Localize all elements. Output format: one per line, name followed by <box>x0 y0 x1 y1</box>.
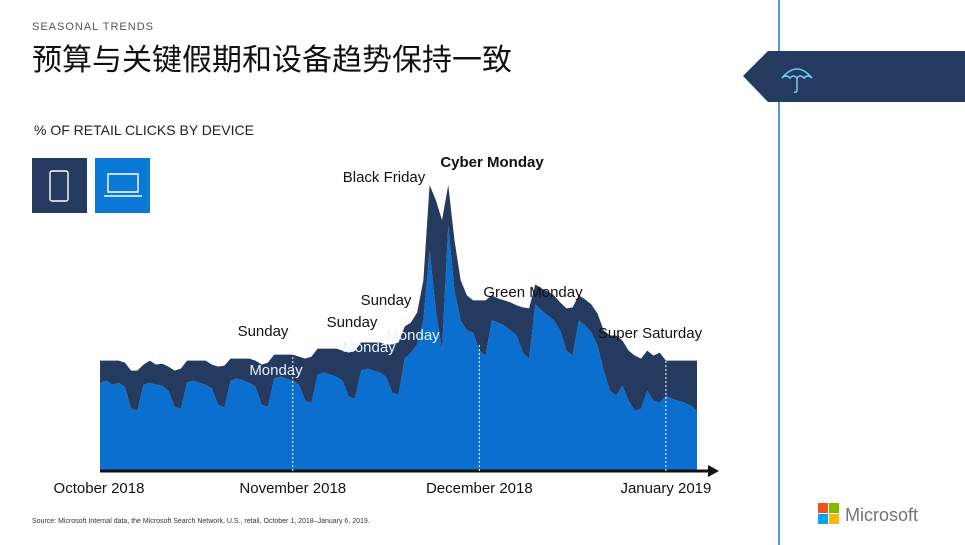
desktop-icon <box>95 158 150 213</box>
annotation: Monday <box>342 339 396 356</box>
area <box>100 225 697 471</box>
annotation: Sunday <box>327 314 378 331</box>
area <box>100 185 697 411</box>
annotation: Black Friday <box>343 169 426 186</box>
source: Source: Microsoft Internal data, the Mic… <box>32 518 370 525</box>
mobile-icon <box>32 158 87 213</box>
chart <box>100 185 697 471</box>
phone-glyph <box>49 170 69 202</box>
slide-title: 预算与关键假期和设备趋势保持一致 <box>32 44 512 77</box>
annotation: Monday <box>386 327 440 344</box>
laptop-glyph <box>104 173 142 197</box>
annotation: Sunday <box>361 292 412 309</box>
banner <box>743 51 965 102</box>
annotation: Green Monday <box>483 284 583 301</box>
annotation: Cyber Monday <box>440 154 544 171</box>
brand: Microsoft <box>845 505 918 525</box>
chart-subtitle: % OF RETAIL CLICKS BY DEVICE <box>34 122 254 138</box>
x-tick-label: December 2018 <box>426 480 533 497</box>
annotation: Monday <box>249 362 303 379</box>
umbrella-icon <box>781 68 813 94</box>
axis-arrow <box>708 465 719 477</box>
x-tick-label: November 2018 <box>239 480 346 497</box>
annotation: Sunday <box>238 323 289 340</box>
eyebrow: SEASONAL TRENDS <box>32 21 154 33</box>
x-tick-label: January 2019 <box>620 480 711 497</box>
microsoft-logo <box>818 503 839 524</box>
annotation: Super Saturday <box>598 325 703 342</box>
x-tick-label: October 2018 <box>54 480 145 497</box>
